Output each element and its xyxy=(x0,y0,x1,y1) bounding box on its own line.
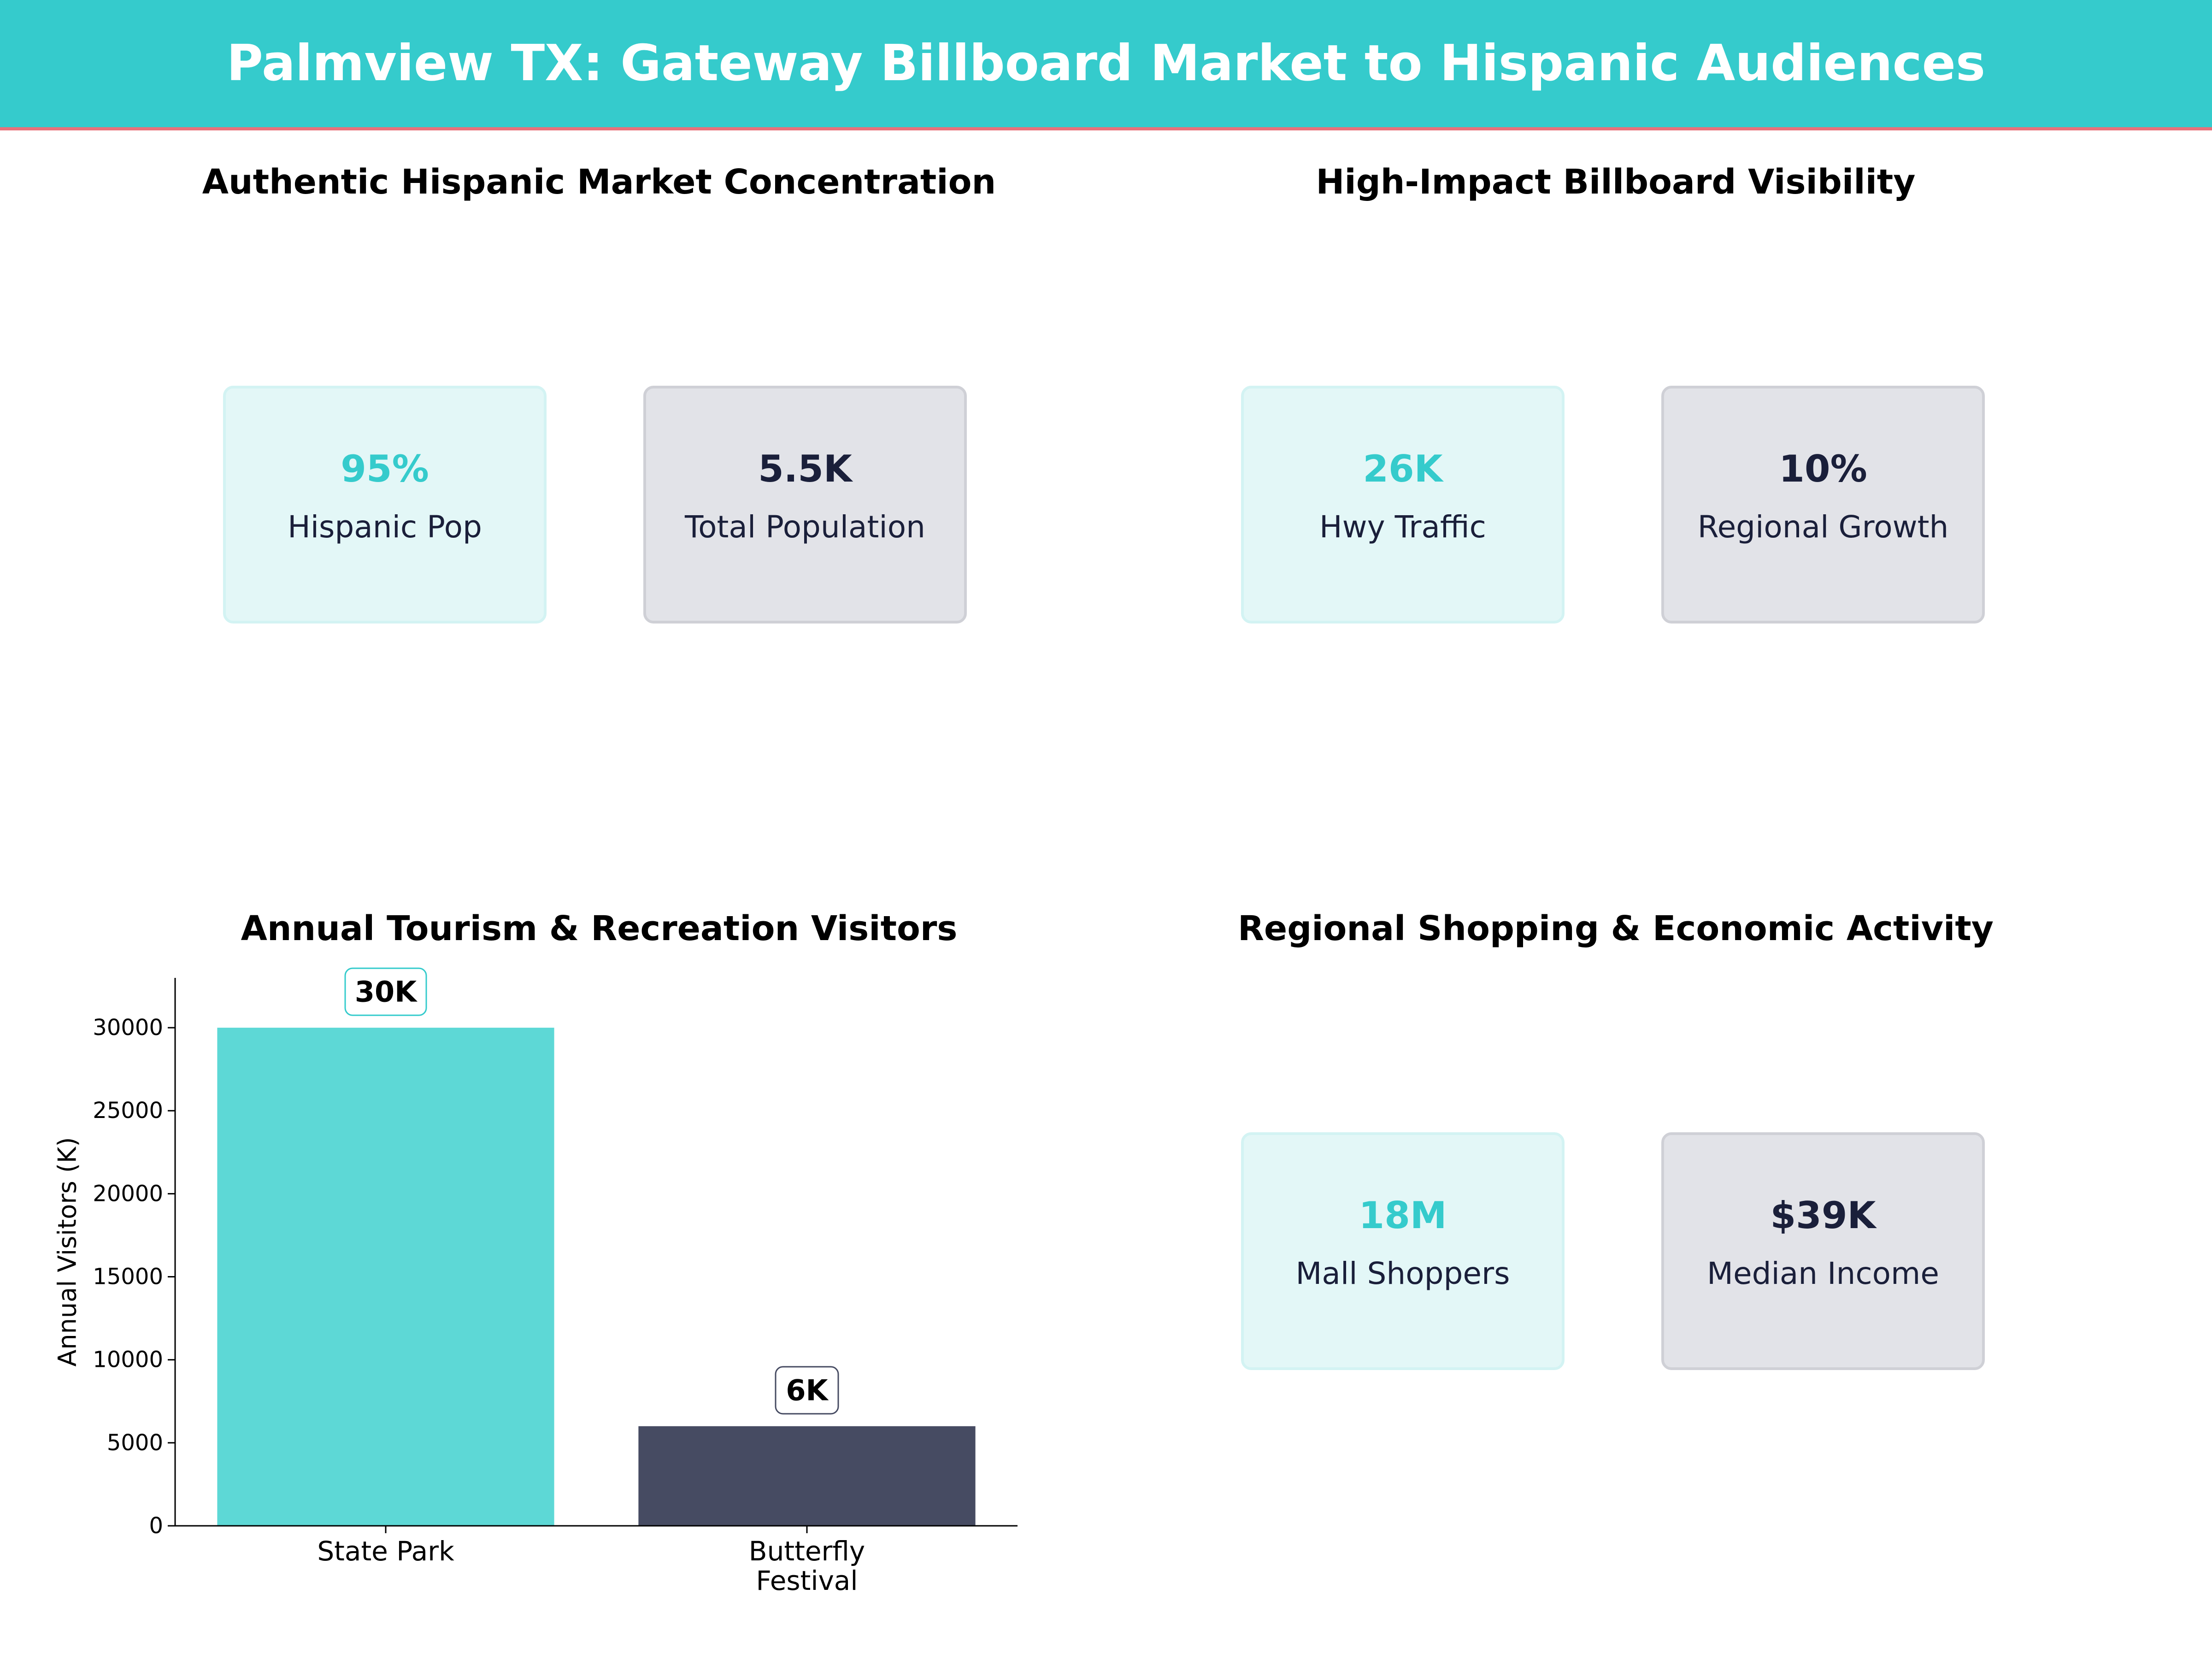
market-panel-title: Authentic Hispanic Market Concentration xyxy=(202,162,996,202)
tourism-bar-chart: 0 5000 10000 15000 20000 25000 30000 Annual Vis… xyxy=(53,967,1018,1596)
visibility-panel-title: High-Impact Billboard Visibility xyxy=(1316,162,1916,202)
y-tick-label: 30000 xyxy=(93,1015,163,1041)
total-population-label: Total Population xyxy=(685,509,925,545)
hwy-traffic-value: 26K xyxy=(1363,447,1443,490)
hwy-traffic-label: Hwy Traffic xyxy=(1319,509,1486,545)
median-income-label: Median Income xyxy=(1707,1256,1939,1291)
x-tick-label: Festival xyxy=(756,1565,858,1596)
regional-growth-label: Regional Growth xyxy=(1697,509,1949,545)
data-label-box xyxy=(775,1366,839,1415)
median-income-card: $39K Median Income xyxy=(1661,1132,1985,1370)
mall-shoppers-label: Mall Shoppers xyxy=(1295,1256,1510,1291)
hispanic-pop-value: 95% xyxy=(341,447,429,490)
header-banner: Palmview TX: Gateway Billboard Market to… xyxy=(0,0,2212,130)
regional-growth-card: 10% Regional Growth xyxy=(1661,386,1985,624)
bar xyxy=(638,1426,976,1526)
mall-shoppers-card: 18M Mall Shoppers xyxy=(1241,1132,1565,1370)
data-label: 30K xyxy=(355,975,418,1009)
y-axis-label: Annual Visitors (K) xyxy=(53,1137,82,1366)
total-population-card: 5.5K Total Population xyxy=(643,386,967,624)
y-tick-label: 25000 xyxy=(93,1098,163,1124)
tourism-panel-title: Annual Tourism & Recreation Visitors xyxy=(241,909,958,948)
data-label-box xyxy=(344,967,427,1016)
bar xyxy=(217,1028,554,1526)
hispanic-pop-label: Hispanic Pop xyxy=(288,509,482,545)
total-population-value: 5.5K xyxy=(758,447,852,490)
x-tick-label: Butterfly xyxy=(749,1535,865,1567)
mall-shoppers-value: 18M xyxy=(1359,1194,1447,1237)
bars-layer xyxy=(217,1028,976,1526)
hwy-traffic-card: 26K Hwy Traffic xyxy=(1241,386,1565,624)
axes-layer: 0 5000 10000 15000 20000 25000 30000 Annual Vis… xyxy=(53,978,1018,1596)
y-tick-label: 20000 xyxy=(93,1181,163,1206)
x-tick-label: State Park xyxy=(317,1535,454,1567)
median-income-value: $39K xyxy=(1770,1194,1876,1237)
y-tick-label: 10000 xyxy=(93,1347,163,1373)
regional-growth-value: 10% xyxy=(1779,447,1867,490)
y-tick-label: 5000 xyxy=(107,1430,163,1456)
hispanic-pop-card: 95% Hispanic Pop xyxy=(223,386,547,624)
y-tick-label: 0 xyxy=(149,1513,163,1539)
page-title: Palmview TX: Gateway Billboard Market to… xyxy=(226,35,1986,92)
data-label: 6K xyxy=(786,1373,829,1407)
shopping-panel-title: Regional Shopping & Economic Activity xyxy=(1238,909,1994,948)
y-tick-label: 15000 xyxy=(93,1264,163,1290)
data-labels-layer: 30K 6K xyxy=(344,967,839,1415)
